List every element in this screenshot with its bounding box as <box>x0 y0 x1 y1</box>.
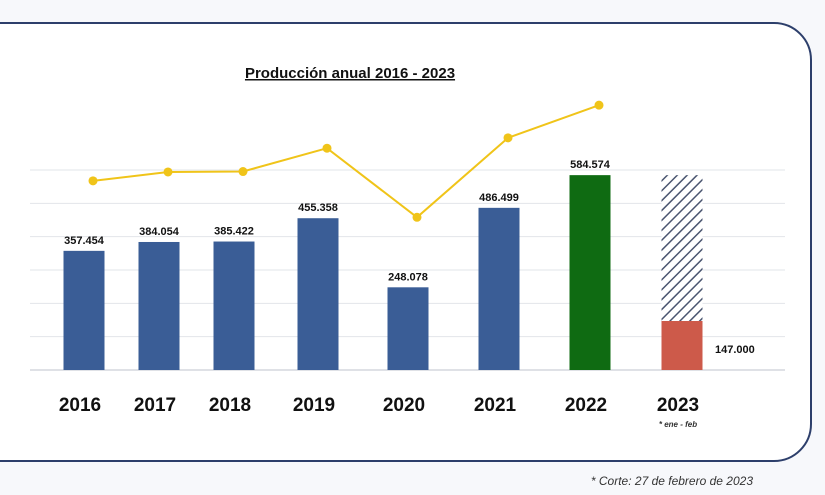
trend-line <box>88 100 604 222</box>
x-label-2016: 2016 <box>59 395 101 416</box>
trend-point-2022 <box>594 100 604 110</box>
bar-2022 <box>569 175 611 370</box>
x-label-2018: 2018 <box>209 395 251 416</box>
trend-point-2018 <box>238 167 248 177</box>
bar-2016 <box>63 250 105 370</box>
x-label-2020: 2020 <box>383 395 425 416</box>
x-label-2021: 2021 <box>474 395 517 416</box>
trend-polyline <box>92 104 600 219</box>
x-label-2017: 2017 <box>134 395 176 416</box>
trend-point-2016 <box>88 176 98 186</box>
value-label-2022: 584.574 <box>570 159 611 171</box>
bar-2019 <box>297 218 339 370</box>
bar-2018 <box>213 241 255 370</box>
chart-title: Producción anual 2016 - 2023 <box>245 65 455 82</box>
value-label-2021: 486.499 <box>479 192 519 204</box>
bar-2020 <box>387 287 429 370</box>
trend-point-2020 <box>412 212 422 222</box>
footnote: * Corte: 27 de febrero de 2023 <box>590 474 753 488</box>
value-label-2018: 385.422 <box>214 226 254 238</box>
x-axis-labels: 2016 2017 2018 2019 2020 2021 2022 2023 * ene - … <box>59 395 699 429</box>
value-label-2020: 248.078 <box>388 271 428 283</box>
x-label-2023: 2023 <box>657 395 699 416</box>
x-label-2022: 2022 <box>565 395 607 416</box>
trend-point-2019 <box>322 143 332 153</box>
value-label-2017: 384.054 <box>139 226 180 238</box>
bar-2017 <box>138 241 180 370</box>
x-label-2019: 2019 <box>293 395 335 416</box>
value-label-2016: 357.454 <box>64 235 105 247</box>
bars <box>63 175 703 370</box>
value-label-2019: 455.358 <box>298 202 338 214</box>
bar-2023 <box>661 321 703 370</box>
trend-point-2017 <box>163 167 173 177</box>
x-note-2023: * ene - feb <box>659 420 697 429</box>
value-labels: 357.454 384.054 385.422 455.358 248.078 486.4… <box>64 159 755 356</box>
trend-point-2021 <box>503 133 513 143</box>
value-label-2023: 147.000 <box>715 344 755 356</box>
bar-2021 <box>478 207 520 370</box>
